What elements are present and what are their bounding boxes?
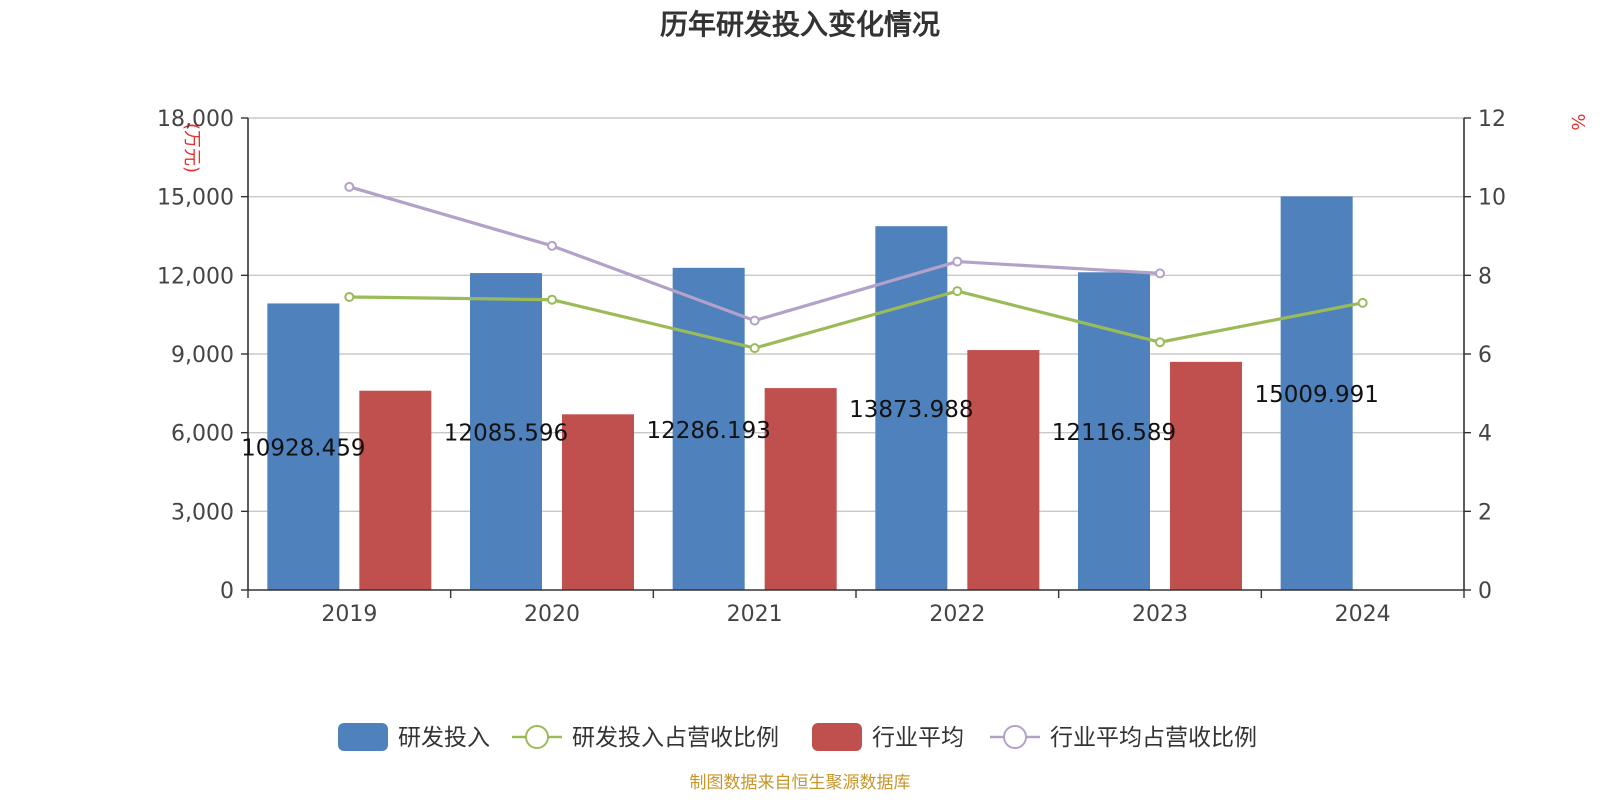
right-tick-label: 12 bbox=[1478, 107, 1506, 132]
right-tick-label: 6 bbox=[1478, 343, 1492, 368]
left-tick-label: 15,000 bbox=[157, 186, 234, 211]
lines bbox=[344, 181, 1368, 354]
bar-value-label: 12085.596 bbox=[444, 421, 568, 447]
bar-rd-investment bbox=[1280, 196, 1353, 591]
legend-item: 研发投入 bbox=[338, 723, 490, 751]
line-point bbox=[547, 294, 557, 305]
bar-rd-investment bbox=[470, 273, 542, 590]
left-tick-label: 3,000 bbox=[171, 500, 234, 525]
bar-rd-investment bbox=[875, 226, 948, 590]
source-note: 制图数据来自恒生聚源数据库 bbox=[690, 773, 911, 793]
x-tick-label: 2021 bbox=[727, 602, 783, 627]
right-tick-label: 10 bbox=[1478, 186, 1506, 211]
legend-swatch bbox=[338, 723, 388, 751]
legend-label: 行业平均占营收比例 bbox=[1050, 725, 1257, 751]
bar-rd-investment bbox=[267, 303, 340, 590]
line-point bbox=[749, 343, 760, 354]
x-tick-label: 2024 bbox=[1335, 602, 1391, 627]
x-tick-label: 2019 bbox=[321, 602, 377, 627]
left-tick-label: 9,000 bbox=[171, 343, 234, 368]
bar-industry-average bbox=[1170, 361, 1242, 590]
right-axis-unit: % bbox=[1567, 113, 1588, 130]
bar-industry-average bbox=[764, 388, 837, 590]
bars bbox=[267, 196, 1353, 591]
line-point bbox=[1155, 268, 1165, 279]
bar-value-label: 13873.988 bbox=[849, 397, 973, 423]
legend-label: 行业平均 bbox=[872, 725, 964, 751]
right-tick-label: 4 bbox=[1478, 422, 1492, 447]
bar-industry-average bbox=[359, 390, 432, 590]
line-point bbox=[344, 291, 355, 302]
chart-title: 历年研发投入变化情况 bbox=[660, 8, 940, 41]
axes: 0 3,000 6,000 9,000 12,000 15,000 18,000 0 2 4 6 8 1… bbox=[157, 107, 1506, 627]
legend-marker bbox=[1003, 725, 1027, 749]
legend-marker bbox=[525, 725, 549, 749]
line-point bbox=[1155, 337, 1165, 348]
bar-rd-investment bbox=[672, 267, 745, 590]
line-point bbox=[952, 286, 963, 297]
left-tick-label: 18,000 bbox=[157, 107, 234, 132]
right-tick-label: 8 bbox=[1478, 264, 1492, 289]
line-point bbox=[344, 181, 355, 192]
x-tick-label: 2022 bbox=[929, 602, 985, 627]
legend: 研发投入 研发投入占营收比例 行业平均 行业平均占营收比例 bbox=[338, 723, 1257, 751]
line-point bbox=[749, 315, 760, 326]
legend-swatch bbox=[812, 723, 862, 751]
bar-value-label: 10928.459 bbox=[241, 436, 365, 462]
x-tick-label: 2020 bbox=[524, 602, 580, 627]
legend-item: 行业平均 bbox=[812, 723, 964, 751]
bar-industry-average bbox=[562, 414, 634, 590]
right-tick-label: 0 bbox=[1478, 579, 1492, 604]
legend-label: 研发投入 bbox=[398, 725, 490, 751]
legend-label: 研发投入占营收比例 bbox=[572, 725, 779, 751]
left-tick-label: 6,000 bbox=[171, 422, 234, 447]
x-tick-label: 2023 bbox=[1132, 602, 1188, 627]
line-point bbox=[1357, 297, 1368, 308]
left-axis-unit: (万元) bbox=[181, 123, 202, 173]
bar-value-label: 12116.589 bbox=[1052, 420, 1176, 446]
left-tick-label: 12,000 bbox=[157, 264, 234, 289]
grid-lines bbox=[248, 117, 1464, 513]
line-point bbox=[547, 240, 557, 251]
right-tick-label: 2 bbox=[1478, 500, 1492, 525]
legend-item: 行业平均占营收比例 bbox=[990, 725, 1257, 751]
left-tick-label: 0 bbox=[220, 579, 234, 604]
bar-value-label: 12286.193 bbox=[646, 418, 770, 444]
line-point bbox=[952, 256, 963, 267]
line-rd-ratio bbox=[349, 289, 1363, 350]
legend-item: 研发投入占营收比例 bbox=[512, 725, 779, 751]
bar-value-label: 15009.991 bbox=[1254, 382, 1378, 408]
bar-industry-average bbox=[967, 350, 1040, 590]
data-labels: 10928.459 12085.596 12286.193 13873.988 1211… bbox=[241, 382, 1379, 462]
